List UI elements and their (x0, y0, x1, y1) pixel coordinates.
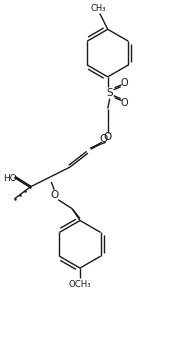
Text: S: S (106, 88, 113, 98)
Text: CH₃: CH₃ (90, 4, 106, 13)
Text: OCH₃: OCH₃ (69, 281, 91, 289)
Text: O: O (121, 98, 128, 107)
Text: HO: HO (3, 174, 17, 184)
Text: O: O (50, 190, 58, 200)
Text: O: O (100, 134, 108, 144)
Text: O: O (104, 132, 112, 142)
Text: O: O (121, 78, 128, 88)
